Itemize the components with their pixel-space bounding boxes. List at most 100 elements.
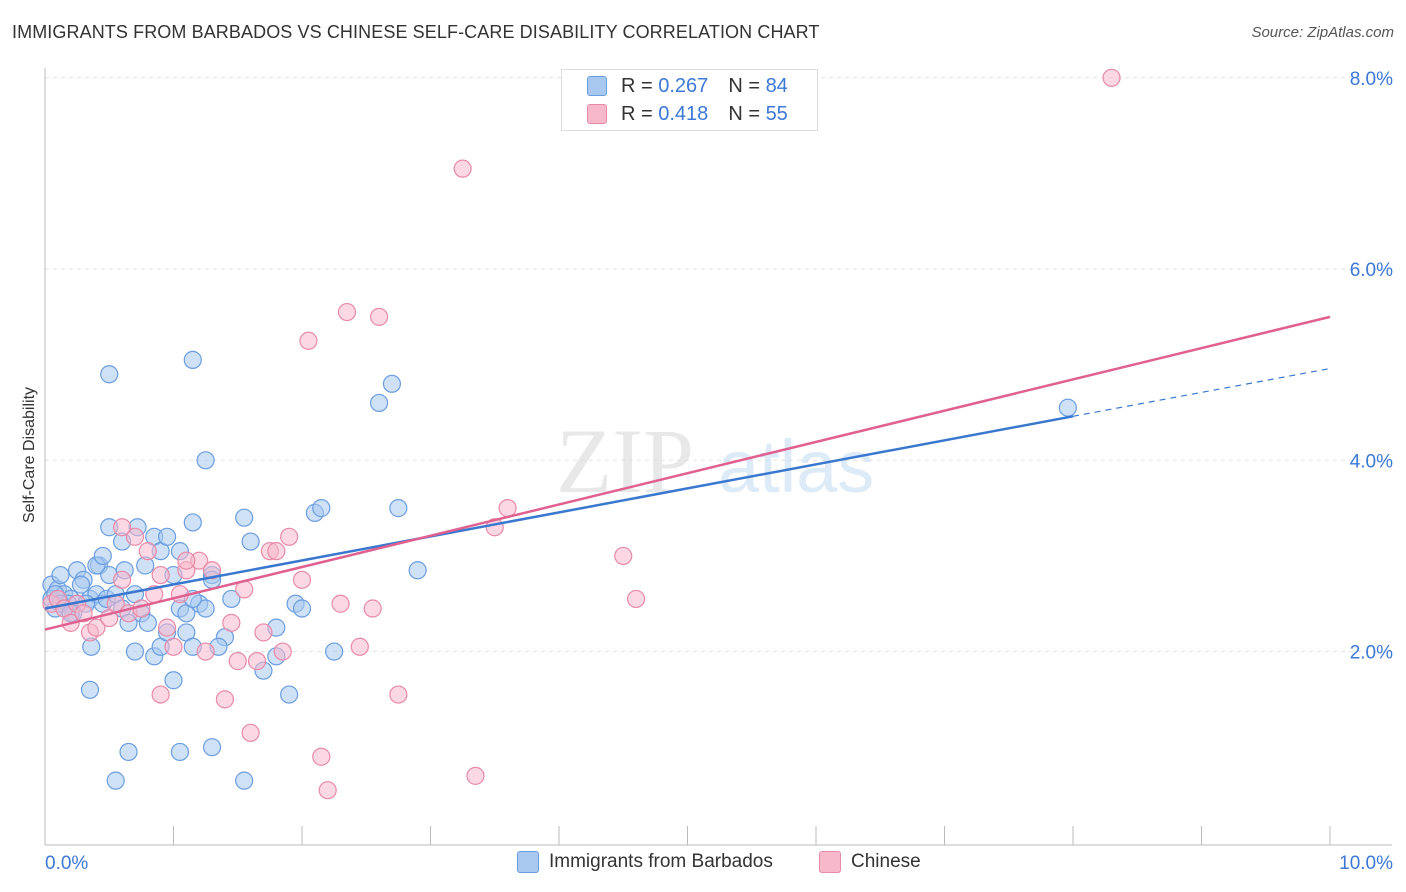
point-chinese <box>112 518 132 537</box>
trend-line-barbados-dashed <box>1072 367 1331 417</box>
bottom-legend-barbados: Immigrants from Barbados <box>517 851 773 873</box>
point-barbados <box>235 771 254 790</box>
point-chinese <box>273 642 292 661</box>
bottom-legend-label-chinese: Chinese <box>851 851 921 872</box>
point-chinese <box>453 159 472 178</box>
legend-r-value: 0.267 <box>658 74 709 97</box>
legend-row-barbados: R = 0.267 N = 84 <box>587 73 788 99</box>
point-chinese <box>241 723 260 742</box>
y-tick-label: 6.0% <box>1350 260 1393 281</box>
bottom-legend-chinese: Chinese <box>819 851 921 873</box>
point-barbados <box>408 561 427 580</box>
point-barbados <box>292 599 312 618</box>
tick-labels: 2.0% 4.0% 6.0% 8.0% 0.0% 10.0% <box>45 69 1393 874</box>
legend-n-label: N = <box>728 102 760 125</box>
point-barbados <box>325 642 344 661</box>
point-chinese <box>350 637 369 656</box>
point-barbados <box>196 451 215 470</box>
point-barbados <box>312 499 331 518</box>
y-tick-label: 4.0% <box>1350 451 1393 472</box>
trend-line-barbados <box>44 415 1074 610</box>
x-tick-label: 10.0% <box>1339 853 1393 874</box>
point-chinese <box>363 599 382 618</box>
point-chinese <box>498 499 517 518</box>
trend-lines <box>44 315 1331 631</box>
axes <box>44 68 1392 846</box>
point-barbados <box>1058 398 1077 417</box>
point-chinese <box>112 570 132 589</box>
y-axis-label: Self-Care Disability <box>21 386 38 524</box>
legend-r-label: R = <box>621 74 653 97</box>
point-chinese <box>87 618 106 637</box>
watermark: ZIP atlas <box>556 410 874 512</box>
point-barbados <box>235 508 254 527</box>
point-chinese <box>466 766 485 785</box>
y-tick-label: 8.0% <box>1350 69 1393 90</box>
legend-r-value: 0.418 <box>658 102 709 125</box>
point-chinese <box>1102 68 1121 87</box>
source-label: Source: ZipAtlas.com <box>1251 24 1394 41</box>
point-barbados <box>71 575 91 594</box>
point-barbados <box>100 365 119 384</box>
point-chinese <box>318 781 337 800</box>
trend-line-chinese <box>44 315 1331 631</box>
point-chinese <box>151 685 170 704</box>
point-barbados <box>370 393 389 413</box>
point-chinese <box>215 690 234 709</box>
bottom-legend-swatch-barbados <box>517 851 539 873</box>
point-chinese <box>177 551 196 570</box>
legend: R = 0.267 N = 84 R = 0.418 N = 55 <box>561 69 818 131</box>
point-chinese <box>299 331 318 350</box>
point-chinese <box>151 565 170 585</box>
point-barbados <box>106 771 125 790</box>
point-barbados <box>125 642 145 661</box>
point-chinese <box>247 652 267 671</box>
legend-r-label: R = <box>621 102 653 125</box>
point-barbados <box>241 532 260 551</box>
point-barbados <box>382 374 402 393</box>
bottom-legend-swatch-chinese <box>819 851 841 873</box>
point-chinese <box>337 302 357 322</box>
watermark-atlas: atlas <box>718 425 874 508</box>
legend-swatch-chinese <box>587 104 607 124</box>
point-chinese <box>222 613 241 632</box>
point-chinese <box>125 527 145 546</box>
point-chinese <box>389 685 408 704</box>
point-chinese <box>196 642 215 661</box>
point-chinese <box>280 527 299 546</box>
bottom-legend-label-barbados: Immigrants from Barbados <box>549 851 773 872</box>
point-chinese <box>157 618 177 637</box>
point-barbados <box>280 685 299 704</box>
point-chinese <box>626 589 646 609</box>
point-chinese <box>228 652 247 671</box>
point-barbados <box>202 738 222 757</box>
point-barbados <box>196 599 215 618</box>
point-barbados <box>183 513 202 532</box>
point-barbados <box>389 499 408 518</box>
point-chinese <box>614 546 633 566</box>
point-chinese <box>164 637 183 656</box>
point-barbados <box>51 565 70 585</box>
legend-n-value: 55 <box>765 102 788 125</box>
legend-swatch-barbados <box>587 76 607 96</box>
point-barbados <box>157 527 177 546</box>
legend-n-value: 84 <box>765 74 788 97</box>
point-barbados <box>119 742 138 762</box>
point-barbados <box>183 350 202 369</box>
series-chinese-points <box>42 68 1121 800</box>
point-barbados <box>80 680 100 699</box>
y-tick-label: 2.0% <box>1350 643 1393 664</box>
point-barbados <box>222 589 241 609</box>
watermark-zip: ZIP <box>556 410 694 512</box>
point-chinese <box>267 542 286 561</box>
point-barbados <box>170 742 190 762</box>
point-chinese <box>74 604 93 623</box>
point-chinese <box>331 594 350 613</box>
x-tick-label: 0.0% <box>45 853 88 874</box>
point-chinese <box>254 623 273 642</box>
chart-title: IMMIGRANTS FROM BARBADOS VS CHINESE SELF… <box>12 22 820 42</box>
point-barbados <box>164 671 183 690</box>
gridlines <box>45 77 1392 653</box>
point-chinese <box>292 570 312 589</box>
